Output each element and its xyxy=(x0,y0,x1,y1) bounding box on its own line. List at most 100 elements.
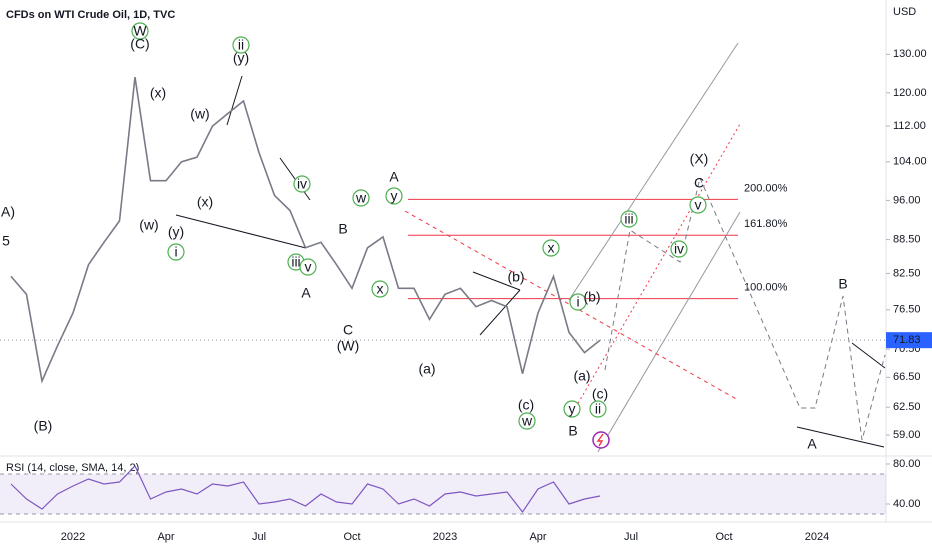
x-tick-label: Oct xyxy=(343,531,360,543)
rsi-title: RSI (14, close, SMA, 14, 2) xyxy=(6,462,139,474)
drawing-line xyxy=(851,342,886,369)
wave-label: (b) xyxy=(507,269,524,285)
rsi-tick-label: 40.00 xyxy=(893,498,921,510)
y-tick-label: 62.50 xyxy=(893,401,921,413)
chart-title: CFDs on WTI Crude Oil, 1D, TVC xyxy=(6,9,175,21)
wave-label: (X) xyxy=(690,151,709,167)
drawing-line xyxy=(796,426,885,448)
wave-label: (a) xyxy=(573,368,590,384)
wave-label: A xyxy=(389,169,399,185)
wave-label: x xyxy=(377,281,384,297)
wave-label: A) xyxy=(1,204,15,220)
wave-label: (c) xyxy=(518,397,534,413)
wave-circle xyxy=(569,293,587,311)
wave-label: (y) xyxy=(233,50,249,66)
y-tick-label: 59.00 xyxy=(893,429,921,441)
wave-label: i xyxy=(174,244,177,260)
projection-path xyxy=(604,176,886,441)
wave-label: (c) xyxy=(592,386,608,402)
wave-label: (x) xyxy=(197,194,213,210)
wave-label: iv xyxy=(674,241,684,257)
x-tick-label: 2023 xyxy=(433,531,457,543)
wave-label: B xyxy=(568,423,577,439)
y-tick-label: 96.00 xyxy=(893,194,921,206)
series-line xyxy=(10,76,601,384)
x-tick-label: Apr xyxy=(529,531,546,543)
wave-label: B xyxy=(338,221,347,237)
alert-icon xyxy=(592,431,610,449)
y-tick-label: 104.00 xyxy=(893,156,927,168)
last-price-label: 71.83 xyxy=(893,334,921,346)
last-price-tag xyxy=(886,332,932,349)
wave-label: (x) xyxy=(150,85,166,101)
drawing-line xyxy=(175,214,307,249)
wave-label: i xyxy=(576,294,579,310)
wave-label: iv xyxy=(297,176,307,192)
wave-circle xyxy=(385,187,403,205)
alert-bolt xyxy=(596,433,604,447)
fib-label: 100.00% xyxy=(744,282,788,294)
wave-circle xyxy=(299,258,317,276)
y-tick-label: 130.00 xyxy=(893,48,927,60)
wave-label: A xyxy=(301,285,311,301)
wave-label: v xyxy=(305,259,312,275)
x-tick-label: 2022 xyxy=(61,531,85,543)
y-tick-label: 120.00 xyxy=(893,87,927,99)
wave-circle xyxy=(620,210,638,228)
wave-label: iii xyxy=(624,211,633,227)
wave-label: 5 xyxy=(2,233,10,249)
drawing-line xyxy=(472,271,521,291)
wave-label: ii xyxy=(238,37,244,53)
fib-label: 161.80% xyxy=(744,218,788,230)
wave-label: x xyxy=(548,240,555,256)
wave-label: iii xyxy=(291,254,300,270)
wave-label: (W) xyxy=(337,338,360,354)
wave-circle xyxy=(293,175,311,193)
drawing-line xyxy=(279,157,311,201)
wave-label: (y) xyxy=(168,224,184,240)
drawing-line xyxy=(597,211,741,453)
wave-circle xyxy=(589,400,607,418)
wave-circle xyxy=(563,400,581,418)
y-tick-label: 82.50 xyxy=(893,267,921,279)
y-tick-label: 112.00 xyxy=(893,120,926,132)
drawing-line xyxy=(479,289,521,336)
wave-label: C xyxy=(694,175,704,191)
wave-label: (B) xyxy=(34,418,53,434)
wave-label: C xyxy=(343,322,353,338)
x-tick-label: Oct xyxy=(715,531,732,543)
wave-label: v xyxy=(695,197,702,213)
x-tick-label: Jul xyxy=(252,531,266,543)
rsi-tick-label: 80.00 xyxy=(893,458,921,470)
rsi-band xyxy=(0,474,886,514)
wave-label: y xyxy=(391,188,398,204)
wave-label: B xyxy=(838,276,847,292)
wave-label: (w) xyxy=(139,217,158,233)
wave-label: w xyxy=(355,190,367,206)
wave-label: (b) xyxy=(583,289,600,305)
wave-circle xyxy=(518,412,536,430)
x-tick-label: Jul xyxy=(624,531,638,543)
wave-circle xyxy=(670,240,688,258)
wave-label: (C) xyxy=(130,36,149,52)
y-tick-label: 88.50 xyxy=(893,233,921,245)
wave-label: y xyxy=(569,401,576,417)
wave-circle xyxy=(542,239,560,257)
wave-circle xyxy=(167,243,185,261)
wave-label: W xyxy=(133,23,147,39)
wave-label: A xyxy=(807,436,817,452)
wave-circle xyxy=(131,22,149,40)
wave-label: (w) xyxy=(190,106,209,122)
x-tick-label: Apr xyxy=(157,531,174,543)
wave-circle xyxy=(352,189,370,207)
series-line xyxy=(10,464,601,514)
y-tick-label: 66.50 xyxy=(893,371,921,383)
wave-label: (a) xyxy=(418,361,435,377)
drawing-line xyxy=(568,42,739,301)
x-tick-label: 2024 xyxy=(805,531,829,543)
wave-circle xyxy=(371,280,389,298)
wave-label: ii xyxy=(595,401,601,417)
wave-circle xyxy=(689,196,707,214)
wave-label: w xyxy=(521,413,533,429)
